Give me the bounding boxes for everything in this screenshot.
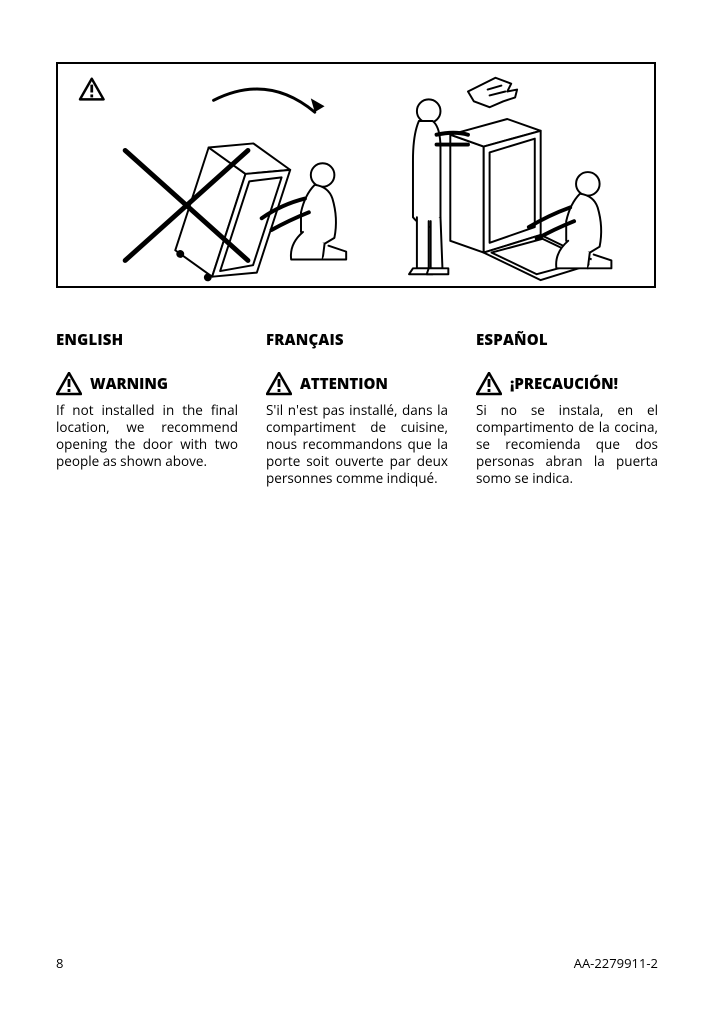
col-francais: FRANÇAIS ATTENTION S'il n'est pas instal… [266, 330, 448, 486]
document-id: AA-2279911-2 [574, 954, 658, 972]
instruction-illustration [58, 64, 654, 286]
warning-icon [476, 372, 502, 396]
warning-row: ATTENTION [266, 372, 448, 396]
col-espanol: ESPAÑOL ¡PRECAUCIÓN! Si no se instala, e… [476, 330, 658, 486]
warning-label: WARNING [90, 374, 168, 394]
warning-body: Si no se instala, en el compartimento de… [476, 402, 658, 486]
page-number: 8 [56, 954, 63, 972]
lang-heading: ESPAÑOL [476, 330, 658, 350]
lang-heading: ENGLISH [56, 330, 238, 350]
page: ENGLISH WARNING If not installed in the … [0, 0, 714, 1012]
warning-icon [266, 372, 292, 396]
warning-label: ATTENTION [300, 374, 388, 394]
warning-body: If not installed in the final location, … [56, 402, 238, 470]
warning-row: ¡PRECAUCIÓN! [476, 372, 658, 396]
warning-body: S'il n'est pas installé, dans la compart… [266, 402, 448, 486]
col-english: ENGLISH WARNING If not installed in the … [56, 330, 238, 486]
warning-row: WARNING [56, 372, 238, 396]
warning-icon [56, 372, 82, 396]
text-columns: ENGLISH WARNING If not installed in the … [56, 330, 658, 486]
illustration-frame [56, 62, 656, 288]
warning-label: ¡PRECAUCIÓN! [510, 374, 618, 394]
lang-heading: FRANÇAIS [266, 330, 448, 350]
